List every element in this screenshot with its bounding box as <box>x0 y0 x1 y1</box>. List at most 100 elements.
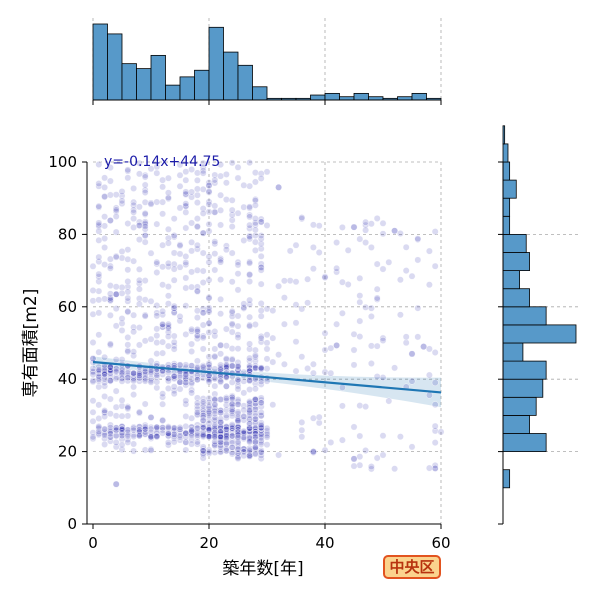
top-hist-bar <box>121 63 137 101</box>
scatter-point <box>222 425 230 433</box>
scatter-point <box>199 363 207 371</box>
scatter-point <box>95 423 103 430</box>
scatter-point <box>141 189 149 196</box>
scatter-point <box>153 169 161 177</box>
scatter-point <box>234 408 242 416</box>
scatter-point <box>362 447 369 454</box>
scatter-point <box>141 400 149 408</box>
scatter-point <box>211 438 219 446</box>
scatter-point <box>205 378 213 386</box>
scatter-point <box>338 402 346 410</box>
scatter-point <box>315 419 323 427</box>
scatter-point <box>164 292 172 300</box>
scatter-point <box>246 301 254 308</box>
scatter-point <box>107 377 114 385</box>
scatter-point <box>130 426 138 434</box>
right-hist-bar <box>502 270 520 290</box>
scatter-point <box>257 338 265 346</box>
scatter-point <box>159 390 167 398</box>
scatter-point <box>228 328 236 336</box>
scatter-point <box>222 432 230 440</box>
scatter-point <box>257 175 265 182</box>
scatter-point <box>188 440 196 448</box>
scatter-point <box>350 346 358 354</box>
scatter-point <box>182 438 190 446</box>
scatter-point <box>176 425 184 433</box>
scatter-point <box>205 406 213 414</box>
scatter-point <box>205 198 213 206</box>
scatter-point <box>147 200 155 208</box>
scatter-point <box>118 315 126 322</box>
scatter-point <box>257 300 265 307</box>
scatter-point <box>211 375 219 383</box>
y-tick-label: 20 <box>58 443 77 461</box>
scatter-point <box>246 211 254 219</box>
scatter-point <box>257 215 265 223</box>
scatter-point <box>170 372 178 380</box>
scatter-point <box>344 246 352 254</box>
scatter-point <box>188 389 196 397</box>
scatter-point <box>130 208 138 216</box>
scatter-point <box>211 266 219 274</box>
scatter-point <box>188 247 196 255</box>
right-hist-bar <box>502 396 537 416</box>
scatter-point <box>408 350 416 358</box>
scatter-point <box>170 249 178 257</box>
scatter-point <box>147 357 155 365</box>
scatter-point <box>95 161 103 168</box>
scatter-point <box>118 446 126 453</box>
scatter-point <box>228 395 236 403</box>
scatter-point <box>217 255 225 262</box>
y-tick-label: 60 <box>58 298 77 316</box>
scatter-point <box>112 375 120 383</box>
scatter-point <box>309 244 317 251</box>
scatter-point <box>199 249 207 257</box>
scatter-point <box>176 378 184 386</box>
scatter-point <box>222 414 230 422</box>
scatter-point <box>414 235 422 243</box>
scatter-point <box>217 419 225 426</box>
scatter-point <box>205 227 213 235</box>
scatter-point <box>130 185 138 192</box>
scatter-point <box>292 319 300 327</box>
scatter-point <box>182 429 190 437</box>
scatter-point <box>170 432 178 440</box>
scatter-point <box>141 425 149 433</box>
scatter-point <box>107 290 114 298</box>
scatter-point <box>362 303 369 311</box>
scatter-point <box>211 179 219 187</box>
scatter-point <box>124 288 132 296</box>
scatter-point <box>251 450 259 458</box>
scatter-point <box>112 283 120 291</box>
scatter-point <box>217 258 225 266</box>
scatter-point <box>118 412 126 420</box>
scatter-point <box>251 232 259 239</box>
scatter-point <box>246 424 254 432</box>
scatter-point <box>199 334 207 342</box>
scatter-point <box>141 225 149 233</box>
scatter-point <box>193 287 201 295</box>
scatter-point <box>234 163 242 171</box>
scatter-point <box>199 332 207 340</box>
scatter-point <box>367 244 375 251</box>
scatter-point <box>95 331 103 339</box>
scatter-point <box>246 259 254 267</box>
scatter-point <box>153 378 161 386</box>
scatter-point <box>217 448 225 456</box>
scatter-point <box>130 391 138 399</box>
scatter-point <box>112 191 120 199</box>
scatter-point <box>379 219 387 227</box>
scatter-point <box>246 354 254 362</box>
scatter-point <box>101 425 109 433</box>
scatter-point <box>107 217 114 224</box>
scatter-point <box>391 465 398 473</box>
scatter-point <box>431 427 439 435</box>
scatter-point <box>112 213 120 220</box>
scatter-point <box>112 439 120 446</box>
scatter-point <box>217 377 225 385</box>
scatter-point <box>211 390 219 398</box>
scatter-point <box>286 277 294 285</box>
scatter-point <box>240 427 248 435</box>
scatter-point <box>234 258 242 266</box>
scatter-point <box>240 203 248 211</box>
